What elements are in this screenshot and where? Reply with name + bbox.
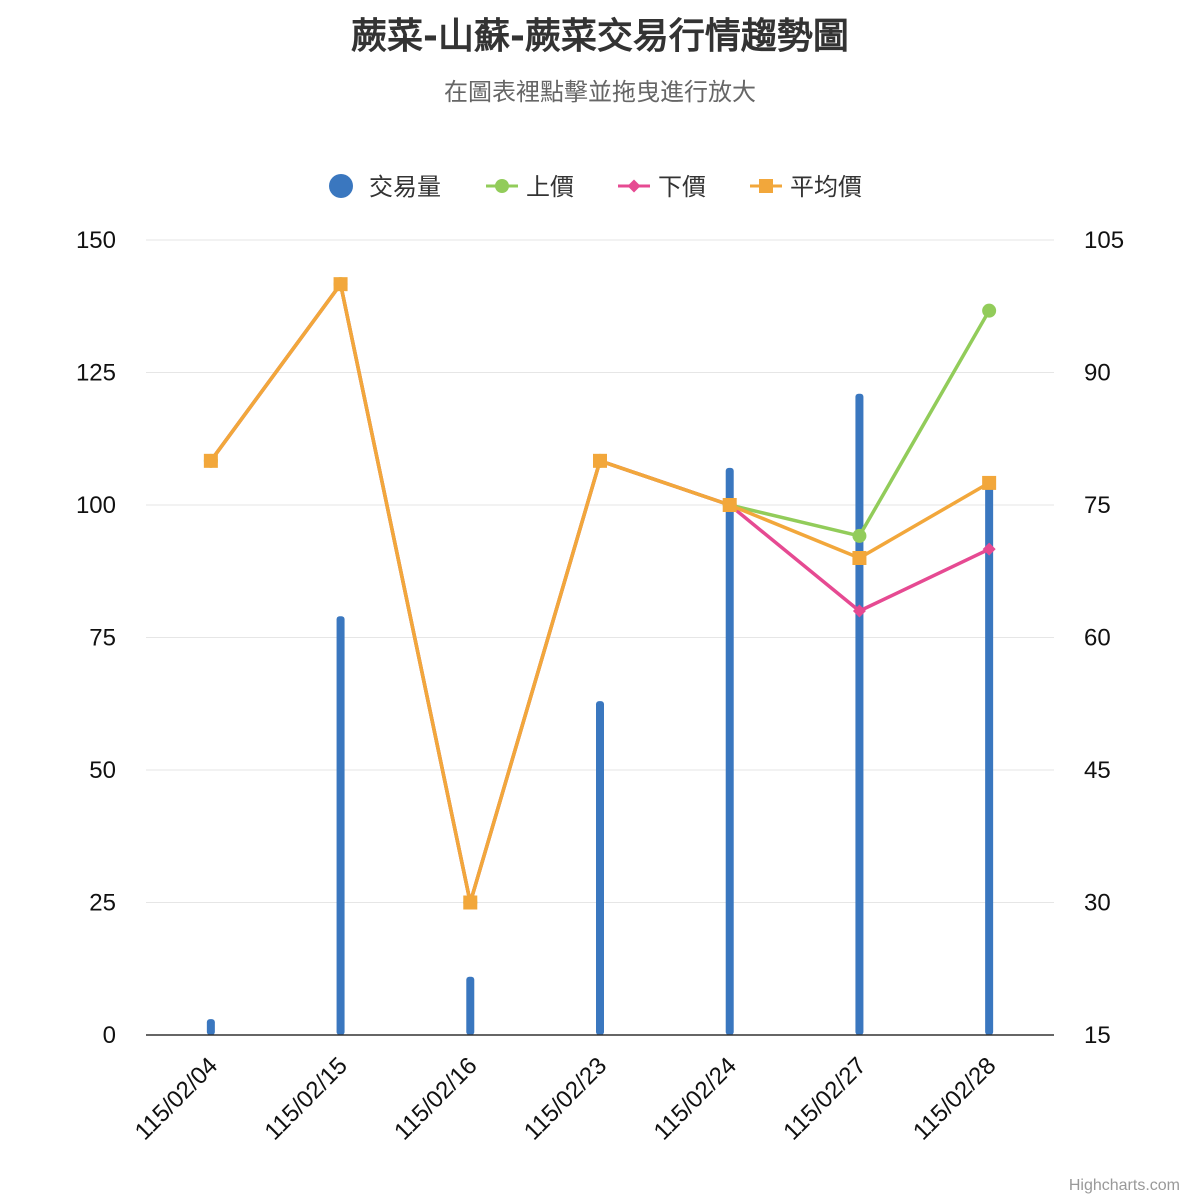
x-tick-label: 115/02/24 — [649, 1052, 742, 1145]
bar-115-02-16[interactable] — [466, 976, 475, 1035]
right-y-tick-label: 30 — [1084, 890, 1111, 917]
legend-label: 平均價 — [790, 173, 862, 201]
legend-item-2[interactable]: 下價 — [618, 173, 706, 201]
bar-115-02-24[interactable] — [725, 467, 734, 1035]
x-tick-label: 115/02/15 — [259, 1052, 352, 1145]
legend[interactable]: 交易量 上價 下價 平均價 — [329, 173, 862, 201]
legend-label: 下價 — [658, 173, 706, 201]
bar-115-02-15[interactable] — [336, 616, 345, 1035]
bar-series[interactable] — [206, 393, 994, 1035]
series-2-point-115-02-16[interactable] — [463, 895, 478, 910]
series-2-point-115-02-24[interactable] — [722, 498, 737, 512]
legend-item-0[interactable]: 交易量 — [329, 173, 441, 201]
series-0-point-115-02-28[interactable] — [982, 303, 997, 318]
series-1-point-115-02-27[interactable] — [852, 604, 866, 618]
legend-label: 上價 — [526, 173, 574, 201]
bar-115-02-27[interactable] — [855, 393, 864, 1035]
left-y-tick-label: 150 — [76, 227, 116, 254]
chart-subtitle: 在圖表裡點擊並拖曳進行放大 — [444, 78, 756, 106]
bar-115-02-28[interactable] — [985, 483, 994, 1035]
chart-title: 蕨菜-山蘇-蕨菜交易行情趨勢圖 — [351, 15, 849, 57]
legend-marker — [759, 179, 773, 193]
series-0-point-115-02-27[interactable] — [852, 528, 867, 543]
left-y-tick-label: 125 — [76, 360, 116, 387]
legend-item-1[interactable]: 上價 — [486, 173, 574, 201]
right-y-tick-label: 60 — [1084, 625, 1111, 652]
series-2-point-115-02-28[interactable] — [982, 475, 997, 490]
bar-115-02-23[interactable] — [596, 701, 604, 1035]
x-tick-label: 115/02/23 — [519, 1052, 612, 1145]
left-y-tick-label: 25 — [89, 890, 116, 917]
x-tick-label: 115/02/27 — [778, 1052, 871, 1145]
x-axis: 115/02/04 115/02/15 115/02/16 115/02/23 115/… — [130, 1034, 1054, 1145]
left-y-tick-label: 75 — [89, 625, 116, 652]
right-y-tick-label: 45 — [1084, 757, 1111, 784]
right-y-tick-label: 105 — [1084, 227, 1124, 254]
legend-label: 交易量 — [369, 173, 441, 201]
legend-item-3[interactable]: 平均價 — [750, 173, 862, 201]
right-y-tick-label: 15 — [1084, 1022, 1111, 1049]
x-tick-label: 115/02/16 — [389, 1052, 482, 1145]
legend-marker — [495, 179, 509, 193]
legend-marker — [627, 179, 641, 193]
right-y-tick-label: 90 — [1084, 360, 1111, 387]
legend-marker — [329, 174, 353, 198]
series-2-point-115-02-23[interactable] — [593, 453, 607, 468]
series-2-point-115-02-15[interactable] — [333, 277, 348, 292]
left-y-axis: 0 25 50 75 100 125 150 — [76, 227, 116, 1049]
bar-115-02-04[interactable] — [206, 1019, 215, 1035]
right-y-axis: 15 30 45 60 75 90 105 — [1084, 227, 1124, 1049]
credits-link[interactable]: Highcharts.com — [1069, 1177, 1180, 1194]
left-y-tick-label: 100 — [76, 492, 116, 519]
series-1-point-115-02-28[interactable] — [982, 542, 996, 556]
line-series[interactable] — [203, 277, 997, 910]
x-tick-label: 115/02/28 — [908, 1052, 1001, 1145]
left-y-tick-label: 50 — [89, 757, 116, 784]
x-tick-label: 115/02/04 — [130, 1052, 223, 1145]
series-2-point-115-02-27[interactable] — [852, 551, 867, 565]
right-y-tick-label: 75 — [1084, 492, 1111, 519]
series-2-point-115-02-04[interactable] — [203, 453, 218, 468]
left-y-tick-label: 0 — [103, 1022, 116, 1049]
